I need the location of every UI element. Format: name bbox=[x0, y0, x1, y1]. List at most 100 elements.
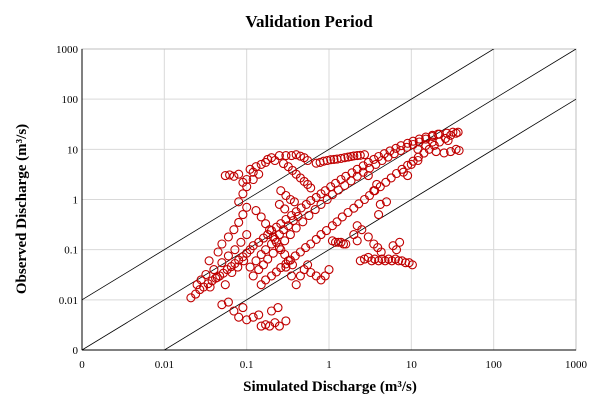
data-point bbox=[276, 186, 286, 196]
data-point bbox=[281, 262, 291, 272]
data-point bbox=[245, 164, 255, 174]
data-point bbox=[322, 155, 332, 166]
data-point bbox=[381, 177, 391, 187]
data-point bbox=[359, 150, 370, 160]
x-tick-label: 100 bbox=[485, 359, 502, 371]
data-point bbox=[446, 147, 456, 157]
data-point bbox=[453, 127, 463, 137]
data-point bbox=[391, 245, 402, 255]
data-point bbox=[254, 310, 264, 320]
data-point bbox=[394, 256, 404, 266]
data-point bbox=[407, 260, 417, 270]
data-point bbox=[295, 247, 305, 257]
data-point bbox=[336, 237, 346, 247]
data-point bbox=[245, 262, 255, 272]
data-point bbox=[242, 174, 252, 185]
data-point bbox=[234, 312, 244, 322]
data-point bbox=[396, 141, 406, 151]
data-point bbox=[287, 260, 298, 270]
data-point bbox=[340, 153, 350, 163]
data-point bbox=[274, 321, 284, 331]
data-point bbox=[293, 211, 303, 221]
x-axis-label: Simulated Discharge (m³/s) bbox=[243, 379, 417, 395]
data-point bbox=[229, 225, 239, 235]
data-point bbox=[336, 153, 346, 163]
data-point bbox=[408, 136, 418, 146]
data-point bbox=[391, 143, 401, 153]
data-point bbox=[413, 155, 423, 166]
data-point bbox=[316, 199, 326, 209]
data-point bbox=[413, 144, 423, 154]
data-point bbox=[223, 297, 233, 307]
data-point bbox=[238, 189, 248, 199]
data-point bbox=[268, 248, 278, 258]
data-point bbox=[363, 171, 373, 181]
x-tick-label: 0 bbox=[79, 359, 85, 371]
data-point bbox=[274, 151, 284, 161]
data-point bbox=[256, 249, 266, 260]
y-axis-label: Observed Discharge (m³/s) bbox=[14, 124, 30, 294]
data-point bbox=[306, 196, 316, 206]
data-point bbox=[327, 190, 337, 200]
data-point bbox=[261, 245, 271, 255]
data-point bbox=[256, 212, 266, 222]
data-point bbox=[278, 159, 289, 169]
data-point bbox=[223, 251, 233, 261]
x-tick-label: 0.01 bbox=[155, 359, 174, 371]
data-point bbox=[238, 210, 248, 220]
data-point bbox=[220, 280, 230, 290]
data-point bbox=[248, 167, 258, 177]
y-tick-label: 0.01 bbox=[59, 295, 78, 307]
data-point bbox=[261, 275, 271, 285]
data-point bbox=[242, 230, 252, 240]
data-point bbox=[234, 169, 244, 179]
data-point bbox=[381, 197, 392, 207]
data-point bbox=[281, 151, 291, 161]
data-point bbox=[283, 221, 293, 231]
y-tick-label: 0.1 bbox=[64, 245, 78, 257]
data-point bbox=[316, 230, 326, 240]
data-point bbox=[363, 232, 373, 242]
data-point bbox=[204, 256, 214, 266]
data-point bbox=[256, 280, 266, 290]
data-point bbox=[303, 155, 313, 166]
x-tick-label: 1 bbox=[326, 359, 332, 371]
data-point bbox=[291, 280, 301, 290]
data-point bbox=[268, 232, 278, 242]
data-point bbox=[403, 171, 413, 181]
data-point bbox=[408, 139, 418, 150]
data-point bbox=[311, 234, 321, 244]
data-point bbox=[403, 138, 413, 148]
data-point bbox=[363, 252, 373, 262]
data-point bbox=[217, 258, 227, 268]
data-point bbox=[274, 243, 284, 253]
data-point bbox=[386, 173, 396, 183]
reference-line bbox=[82, 49, 495, 301]
data-point bbox=[427, 137, 437, 147]
data-point bbox=[242, 315, 252, 325]
data-point bbox=[303, 260, 313, 270]
x-tick-label: 1000 bbox=[565, 359, 588, 371]
data-point bbox=[248, 271, 258, 281]
data-point bbox=[205, 282, 215, 292]
data-point bbox=[332, 217, 342, 227]
data-point bbox=[291, 223, 301, 233]
data-point bbox=[321, 226, 331, 236]
data-point bbox=[354, 199, 364, 209]
data-point bbox=[364, 190, 375, 201]
data-point bbox=[251, 162, 261, 172]
data-point bbox=[254, 169, 264, 179]
data-point bbox=[239, 256, 249, 266]
data-point bbox=[258, 260, 269, 270]
data-point bbox=[242, 202, 252, 212]
data-point bbox=[376, 247, 386, 257]
data-point bbox=[212, 272, 222, 282]
data-point bbox=[201, 269, 211, 280]
data-point bbox=[306, 183, 316, 193]
data-point bbox=[234, 217, 244, 227]
data-point bbox=[395, 237, 405, 247]
reference-line bbox=[82, 49, 576, 350]
data-point bbox=[291, 150, 301, 160]
data-point bbox=[304, 210, 314, 221]
